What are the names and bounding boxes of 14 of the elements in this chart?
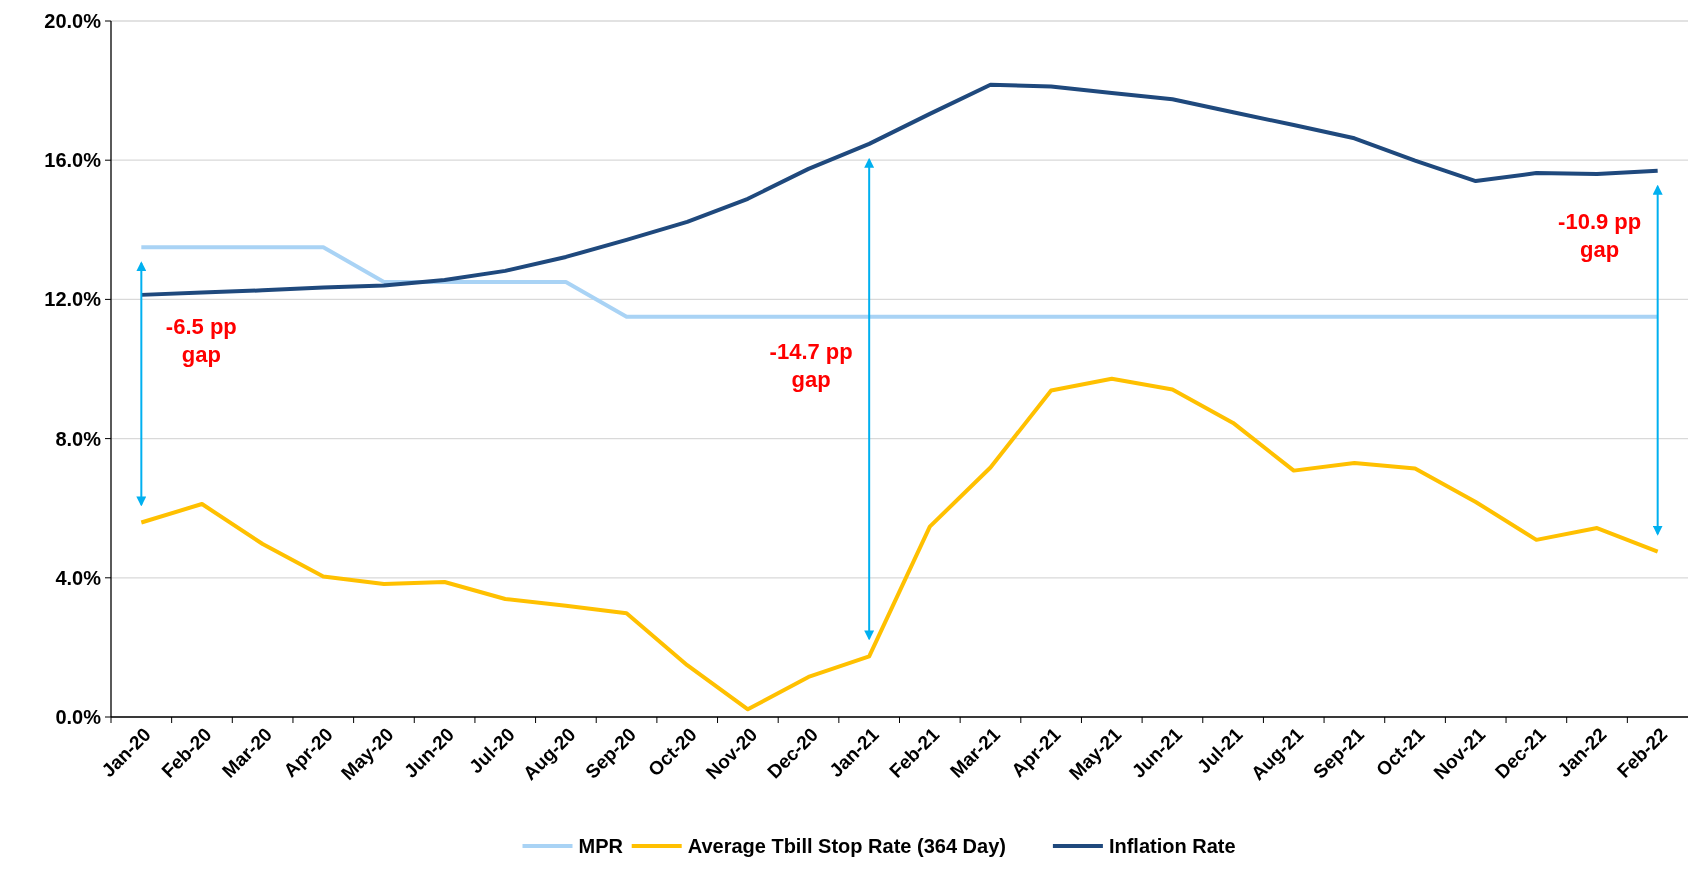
legend-label: Average Tbill Stop Rate (364 Day) (687, 835, 1006, 857)
y-tick-label: 8.0% (55, 427, 102, 450)
annotation: -14.7 pp gap (769, 338, 853, 393)
legend-label: Inflation Rate (1108, 835, 1236, 857)
line-series (139, 82, 1660, 297)
y-tick-label: 16.0% (44, 149, 102, 172)
y-tick-label: 20.0% (44, 10, 102, 32)
y-tick-label: 12.0% (44, 288, 102, 311)
y-tick-label: 0.0% (55, 706, 102, 728)
line-series (139, 376, 1660, 712)
legend-label: MPR (578, 835, 624, 857)
y-tick-label: 4.0% (55, 566, 102, 589)
annotation: -6.5 pp gap (165, 313, 237, 368)
annotation: -10.9 pp gap (1558, 208, 1642, 263)
